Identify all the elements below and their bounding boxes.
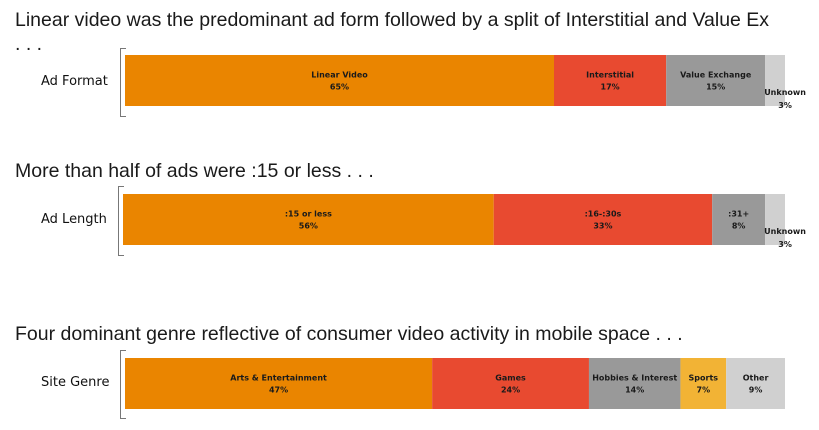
segment-value-label: 56% (299, 222, 318, 231)
bar-segment (765, 55, 785, 106)
bar-group-1: :15 or less 56% :16-:30s 33% :31+ 8% Unknown 3% (123, 194, 806, 249)
segment-value-label: 3% (778, 101, 792, 110)
segment-name-label: Unknown (764, 88, 806, 97)
segment-value-label: 9% (749, 386, 763, 395)
bar-segment (125, 55, 554, 106)
segment-value-label: 65% (330, 83, 349, 92)
segment-name-label: Unknown (764, 227, 806, 236)
segment-name-label: Other (743, 374, 769, 383)
axis-bracket-ad-format (120, 48, 126, 117)
bar-segment (123, 194, 494, 245)
segment-name-label: :16-:30s (585, 210, 622, 219)
segment-name-label: Linear Video (311, 71, 368, 80)
row-label-ad-format: Ad Format (41, 74, 108, 89)
chart-title-ad-format: Linear video was the predominant ad form… (15, 9, 770, 55)
bar-group-2: Arts & Entertainment 47% Games 24% Hobbies &… (125, 358, 785, 409)
segment-value-label: 7% (697, 386, 711, 395)
row-label-ad-length: Ad Length (41, 212, 107, 227)
bar-segment (554, 55, 667, 106)
row-label-site-genre: Site Genre (41, 375, 110, 390)
segment-name-label: Games (495, 374, 526, 383)
axis-bracket-ad-length (118, 186, 124, 256)
segment-name-label: Sports (689, 374, 719, 383)
segment-value-label: 14% (625, 386, 644, 395)
segment-value-label: 47% (269, 386, 288, 395)
chart-title-ad-length: More than half of ads were :15 or less .… (15, 160, 374, 182)
segment-value-label: 3% (778, 240, 792, 249)
bar-segment (588, 358, 681, 409)
bar-segment (680, 358, 727, 409)
segment-value-label: 8% (732, 222, 746, 231)
bar-segment (712, 194, 766, 245)
segment-name-label: Value Exchange (680, 71, 752, 80)
chart-title-site-genre: Four dominant genre reflective of consum… (15, 323, 683, 345)
bar-segment (125, 358, 433, 409)
bar-group-0: Linear Video 65% Interstitial 17% Value Exch… (125, 55, 806, 110)
segment-name-label: Interstitial (586, 71, 634, 80)
segment-value-label: 17% (601, 83, 620, 92)
segment-value-label: 33% (593, 222, 612, 231)
segment-value-label: 15% (706, 83, 725, 92)
segment-name-label: :31+ (728, 210, 749, 219)
bar-segment (666, 55, 766, 106)
segment-value-label: 24% (501, 386, 520, 395)
bar-segment (432, 358, 589, 409)
bar-segment (726, 358, 785, 409)
segment-name-label: :15 or less (285, 210, 332, 219)
bar-segment (765, 194, 785, 245)
segment-name-label: Arts & Entertainment (230, 374, 327, 383)
segment-name-label: Hobbies & Interest (592, 374, 677, 383)
bar-segment (493, 194, 713, 245)
axis-bracket-site-genre (120, 350, 126, 419)
